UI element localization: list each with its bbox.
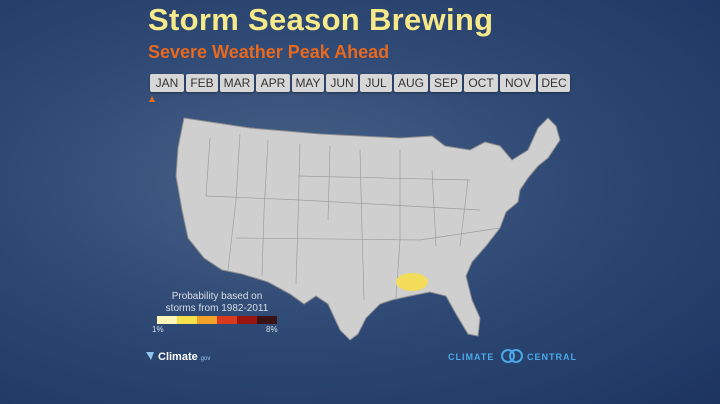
color-swatch <box>197 316 217 324</box>
legend-max: 8% <box>266 325 278 334</box>
color-swatch <box>237 316 257 324</box>
legend-min: 1% <box>152 325 164 334</box>
logo-icon <box>146 352 154 360</box>
logo-right-first: CLIMATE <box>448 352 494 362</box>
month-button[interactable]: JAN <box>150 74 184 92</box>
month-button[interactable]: NOV <box>500 74 536 92</box>
month-button[interactable]: SEP <box>430 74 462 92</box>
logo-right-second: CENTRAL <box>527 352 577 362</box>
month-button[interactable]: FEB <box>186 74 218 92</box>
color-swatch <box>257 316 277 324</box>
probability-hotspot <box>396 273 428 291</box>
state-borders <box>205 133 501 301</box>
color-swatch <box>157 316 177 324</box>
month-button[interactable]: APR <box>256 74 290 92</box>
legend-title: storms from 1982-2011 <box>166 303 269 314</box>
month-bar: JAN FEB MAR APR MAY JUN JUL AUG SEP OCT NOV DEC <box>150 74 570 92</box>
month-marker <box>149 96 155 102</box>
month-button[interactable]: JUL <box>360 74 392 92</box>
month-button[interactable]: DEC <box>538 74 570 92</box>
color-scale <box>157 316 277 324</box>
legend-title: Probability based on <box>172 291 263 302</box>
month-button[interactable]: MAR <box>220 74 254 92</box>
color-swatch <box>217 316 237 324</box>
subtitle: Severe Weather Peak Ahead <box>148 42 390 62</box>
us-map <box>175 117 561 341</box>
month-button[interactable]: MAY <box>292 74 324 92</box>
logo-left: Climate <box>158 351 198 363</box>
logo-ring <box>509 349 523 363</box>
month-button[interactable]: AUG <box>394 74 428 92</box>
month-button[interactable]: OCT <box>464 74 498 92</box>
logo-left-suffix: .gov <box>199 356 210 362</box>
logo-ring <box>501 349 515 363</box>
title: Storm Season Brewing <box>148 2 494 37</box>
month-button[interactable]: JUN <box>326 74 358 92</box>
color-swatch <box>177 316 197 324</box>
